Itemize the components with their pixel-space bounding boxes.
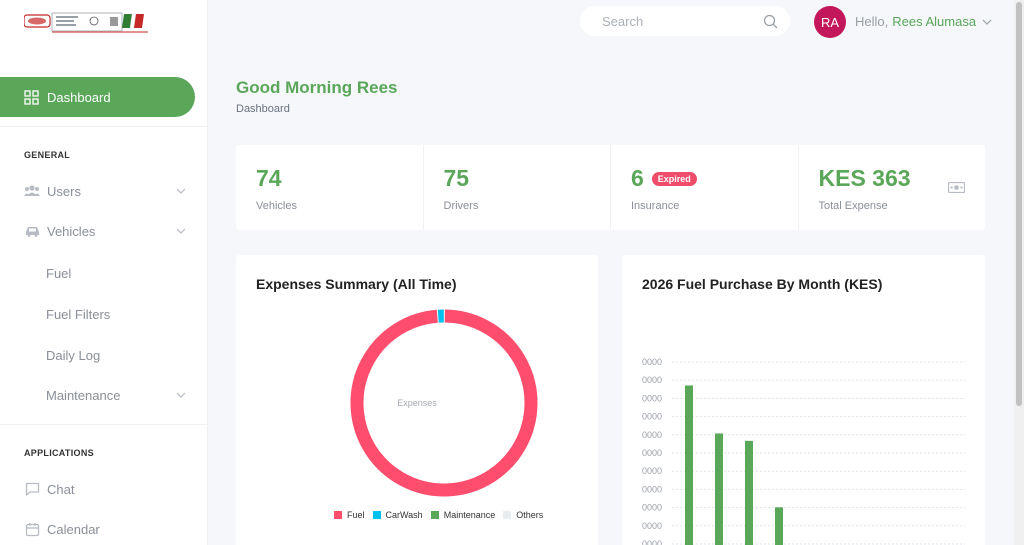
fuel-purchase-bar-chart: 0000 0000 0000 0000 0000 0000 0000 0000 0000 0000… bbox=[642, 357, 965, 545]
section-label-applications: APPLICATIONS bbox=[24, 448, 94, 458]
bar[interactable] bbox=[745, 440, 753, 545]
legend-swatch bbox=[430, 511, 439, 519]
y-tick-label: 0000 bbox=[642, 539, 662, 545]
users-icon bbox=[24, 185, 40, 197]
chevron-down-icon bbox=[176, 188, 186, 194]
stat-vehicles: 74 Vehicles bbox=[236, 145, 424, 230]
sidebar-item-label: Chat bbox=[47, 481, 75, 497]
donut-center-label: Expenses bbox=[397, 398, 437, 408]
sidebar-item-users[interactable]: Users bbox=[24, 179, 186, 203]
stat-value: 74 bbox=[256, 165, 282, 191]
bar[interactable] bbox=[775, 507, 783, 545]
chevron-down-icon bbox=[176, 392, 186, 398]
avatar[interactable]: RA bbox=[814, 6, 846, 38]
legend-swatch bbox=[372, 511, 381, 519]
stat-value: 6 bbox=[631, 165, 644, 191]
dashboard-grid-icon bbox=[24, 89, 39, 105]
search-bar bbox=[580, 6, 790, 36]
y-tick-label: 0000 bbox=[642, 503, 662, 513]
y-tick-label: 0000 bbox=[642, 484, 662, 494]
stat-drivers: 75 Drivers bbox=[424, 145, 611, 230]
user-name: Rees Alumasa bbox=[892, 14, 977, 29]
sidebar: Dashboard GENERAL Users Vehic bbox=[0, 0, 208, 545]
sidebar-item-dashboard[interactable]: Dashboard bbox=[0, 77, 195, 117]
card-title: Expenses Summary (All Time) bbox=[256, 276, 457, 292]
expenses-summary-card: Expenses Summary (All Time) Expenses Fue… bbox=[236, 255, 598, 545]
scrollbar-thumb[interactable] bbox=[1016, 2, 1022, 406]
search-icon[interactable] bbox=[763, 14, 778, 29]
y-tick-label: 0000 bbox=[642, 412, 662, 422]
y-tick-label: 0000 bbox=[642, 393, 662, 403]
stat-value: KES 363 bbox=[818, 165, 911, 191]
legend-item-maintenance[interactable]: Maintenance bbox=[430, 510, 496, 520]
search-input[interactable] bbox=[602, 13, 752, 29]
cash-icon bbox=[948, 182, 965, 193]
stat-total-expense: KES 363 Total Expense bbox=[799, 145, 986, 230]
stat-value-row: 6 Expired bbox=[631, 165, 778, 192]
car-icon bbox=[24, 225, 40, 237]
sidebar-subitem-fuel[interactable]: Fuel bbox=[46, 266, 72, 281]
stat-label: Insurance bbox=[631, 200, 680, 212]
sidebar-subitem-maintenance[interactable]: Maintenance bbox=[46, 383, 186, 407]
status-badge: Expired bbox=[651, 171, 697, 186]
chevron-down-icon bbox=[176, 228, 186, 234]
sidebar-item-chat[interactable]: Chat bbox=[24, 477, 186, 501]
stats-row: 74 Vehicles 75 Drivers 6 Expired Insuran… bbox=[236, 145, 985, 230]
bar[interactable] bbox=[685, 385, 693, 545]
y-tick-label: 0000 bbox=[642, 466, 662, 476]
page-scrollbar[interactable] bbox=[1014, 0, 1024, 545]
user-menu[interactable]: Hello, Rees Alumasa bbox=[855, 14, 992, 29]
y-tick-label: 0000 bbox=[642, 521, 662, 531]
legend-item-others[interactable]: Others bbox=[503, 510, 543, 520]
legend-item-fuel[interactable]: Fuel bbox=[334, 510, 365, 520]
sidebar-subitem-daily-log[interactable]: Daily Log bbox=[46, 348, 101, 363]
expenses-donut-chart bbox=[350, 309, 538, 497]
stat-insurance: 6 Expired Insurance bbox=[611, 145, 799, 230]
y-tick-label: 0000 bbox=[642, 375, 662, 385]
stat-label: Vehicles bbox=[256, 200, 297, 212]
hello-text: Hello, bbox=[855, 14, 889, 29]
legend-swatch bbox=[334, 511, 342, 519]
breadcrumb: Dashboard bbox=[236, 103, 290, 115]
legend-label: Others bbox=[516, 510, 544, 520]
chat-icon bbox=[24, 482, 40, 496]
sidebar-item-label: Calendar bbox=[47, 521, 100, 537]
stat-label: Drivers bbox=[443, 200, 479, 212]
fuel-purchase-card: 2026 Fuel Purchase By Month (KES) 0000 00… bbox=[622, 255, 985, 545]
y-tick-label: 0000 bbox=[642, 357, 662, 367]
company-logo bbox=[24, 12, 148, 33]
calendar-icon bbox=[24, 522, 40, 537]
sidebar-item-label: Users bbox=[47, 183, 81, 199]
chart-legend: Fuel CarWash Maintenance Others bbox=[334, 510, 551, 520]
legend-item-carwash[interactable]: CarWash bbox=[372, 510, 423, 520]
sidebar-subitem-fuel-filters[interactable]: Fuel Filters bbox=[46, 307, 111, 322]
sidebar-item-label: Dashboard bbox=[47, 89, 111, 105]
legend-label: Maintenance bbox=[443, 510, 496, 520]
stat-label: Total Expense bbox=[818, 200, 888, 212]
page-title: Good Morning Rees bbox=[236, 78, 398, 97]
y-tick-label: 0000 bbox=[642, 430, 662, 440]
chevron-down-icon bbox=[982, 19, 992, 25]
legend-label: Fuel bbox=[347, 510, 365, 520]
sidebar-item-label: Maintenance bbox=[46, 387, 121, 403]
divider bbox=[0, 126, 208, 127]
sidebar-item-vehicles[interactable]: Vehicles bbox=[24, 219, 186, 243]
divider bbox=[0, 424, 208, 425]
stat-value: 75 bbox=[443, 165, 470, 191]
sidebar-item-calendar[interactable]: Calendar bbox=[24, 517, 186, 541]
legend-label: CarWash bbox=[385, 510, 423, 520]
section-label-general: GENERAL bbox=[24, 150, 71, 160]
bar[interactable] bbox=[715, 433, 723, 545]
y-tick-label: 0000 bbox=[642, 448, 662, 458]
donut-slice-fuel[interactable] bbox=[350, 309, 538, 497]
card-title: 2026 Fuel Purchase By Month (KES) bbox=[642, 276, 883, 292]
sidebar-item-label: Vehicles bbox=[47, 223, 96, 239]
legend-swatch bbox=[503, 511, 512, 519]
